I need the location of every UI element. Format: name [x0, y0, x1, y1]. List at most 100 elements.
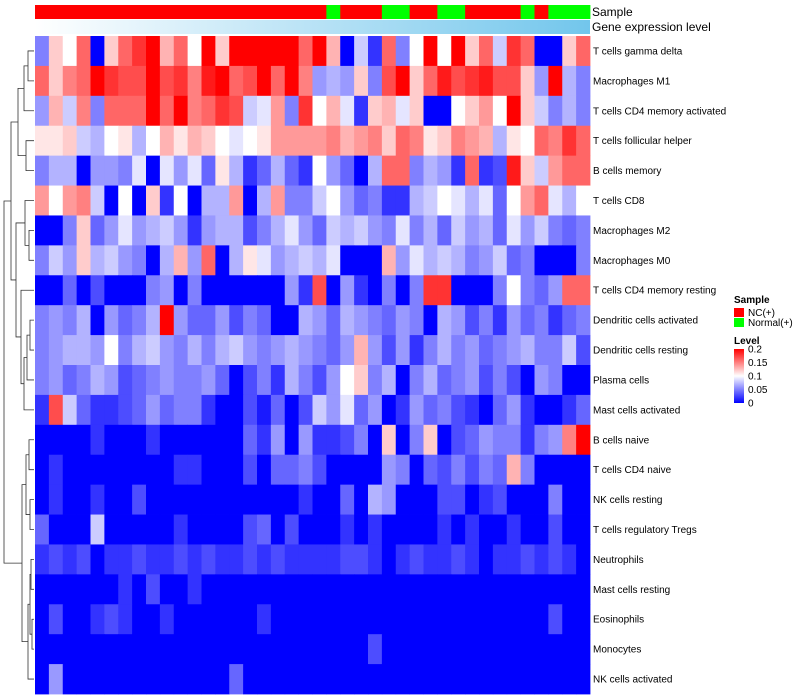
level-tick-label: 0.15	[748, 358, 768, 369]
heatmap-cell	[312, 604, 327, 635]
heatmap-cell	[465, 544, 480, 575]
heatmap-cell	[395, 155, 411, 186]
heatmap-cell	[479, 95, 494, 127]
heatmap-cell	[368, 95, 383, 127]
heatmap-cell	[173, 155, 189, 186]
heatmap-cell	[354, 36, 369, 67]
heatmap-cell	[326, 604, 341, 635]
sample-annotation-cell	[506, 5, 522, 19]
heatmap-cell	[159, 394, 175, 426]
heatmap-cell	[90, 574, 105, 605]
heatmap-cell	[465, 65, 480, 97]
heatmap-cell	[381, 514, 397, 545]
heatmap-cell	[562, 305, 577, 336]
level-legend-title: Level	[734, 336, 760, 347]
heatmap-cell	[132, 185, 147, 216]
heatmap-cell	[215, 365, 230, 396]
heatmap-cell	[229, 335, 244, 366]
heatmap-cell	[409, 574, 424, 605]
heatmap-cell	[132, 514, 147, 545]
heatmap-cell	[520, 514, 535, 545]
row-label: NK cells resting	[593, 495, 662, 506]
heatmap-cell	[48, 664, 64, 695]
heatmap-cell	[215, 574, 230, 605]
heatmap-cell	[465, 604, 480, 635]
heatmap-cell	[465, 424, 480, 456]
heatmap-cell	[520, 245, 535, 276]
heatmap-cell	[90, 305, 105, 336]
heatmap-cell	[576, 65, 591, 97]
sample-annotation-cell	[451, 5, 466, 19]
sample-annotation-cell	[423, 5, 438, 19]
heatmap-cell	[284, 185, 300, 216]
heatmap-cell	[354, 394, 369, 426]
heatmap-cell	[562, 394, 577, 426]
heatmap-cell	[381, 634, 397, 665]
heatmap-cell	[173, 365, 189, 396]
heatmap-cell	[270, 305, 286, 336]
heatmap-cell	[423, 215, 438, 246]
heatmap-cell	[104, 275, 119, 306]
heatmap-cell	[132, 335, 147, 366]
heatmap-cell	[76, 275, 91, 306]
heatmap-cell	[35, 125, 50, 157]
heatmap-cell	[215, 604, 230, 635]
heatmap-cell	[534, 424, 549, 456]
heatmap-cell	[409, 95, 424, 127]
heatmap-cell	[159, 424, 175, 456]
heatmap-cell	[159, 36, 175, 67]
heatmap-cell	[576, 95, 591, 127]
sample-annotation-cell	[270, 5, 286, 19]
heatmap-cell	[159, 65, 175, 97]
heatmap-cell	[201, 335, 216, 366]
sample-annotation-bar	[35, 5, 591, 19]
heatmap-cell	[118, 424, 133, 456]
heatmap-cell	[451, 634, 466, 665]
heatmap-cell	[520, 335, 535, 366]
heatmap-cell	[492, 305, 508, 336]
heatmap-cell	[159, 634, 175, 665]
heatmap-cell	[90, 544, 105, 575]
heatmap-cell	[187, 275, 202, 306]
heatmap-cell	[381, 215, 397, 246]
heatmap-cell	[479, 365, 494, 396]
heatmap-cell	[187, 155, 202, 186]
heatmap-cell	[243, 514, 258, 545]
heatmap-cell	[312, 275, 327, 306]
heatmap-cell	[506, 125, 522, 157]
heatmap-cell	[62, 245, 78, 276]
sample-annotation-cell	[201, 5, 216, 19]
heatmap-cell	[562, 65, 577, 97]
heatmap-cell	[381, 365, 397, 396]
heatmap-cell	[437, 484, 452, 515]
heatmap-cell	[340, 335, 355, 366]
heatmap-cell	[368, 424, 383, 456]
heatmap-cell	[187, 65, 202, 97]
heatmap-cell	[534, 245, 549, 276]
heatmap-cell	[48, 604, 64, 635]
heatmap-cell	[381, 65, 397, 97]
heatmap-cell	[159, 155, 175, 186]
heatmap-cell	[298, 544, 313, 575]
heatmap-cell	[534, 634, 549, 665]
heatmap-cell	[298, 394, 313, 426]
heatmap-cell	[270, 394, 286, 426]
heatmap-cell	[312, 664, 327, 695]
heatmap-cell	[368, 275, 383, 306]
heatmap-cell	[326, 185, 341, 216]
heatmap-cell	[62, 365, 78, 396]
heatmap-cell	[257, 514, 272, 545]
heatmap-cell	[534, 95, 549, 127]
heatmap-cell	[423, 275, 438, 306]
heatmap-cell	[201, 454, 216, 486]
heatmap-cell	[423, 454, 438, 486]
heatmap-cell	[479, 574, 494, 605]
heatmap-cell	[548, 424, 563, 456]
heatmap-cell	[548, 604, 563, 635]
heatmap-cell	[270, 544, 286, 575]
heatmap-cell	[132, 155, 147, 186]
heatmap-cell	[520, 394, 535, 426]
heatmap-cell	[506, 424, 522, 456]
heatmap-cell	[298, 36, 313, 67]
heatmap-cell	[270, 424, 286, 456]
